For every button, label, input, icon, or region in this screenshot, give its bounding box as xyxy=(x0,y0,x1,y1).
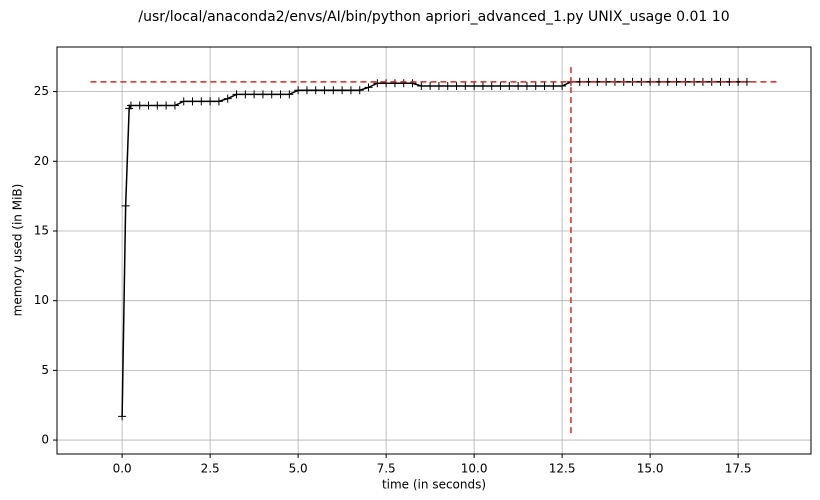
y-tick-label: 25 xyxy=(34,84,49,98)
y-tick-label: 10 xyxy=(34,293,49,307)
data-point xyxy=(364,83,373,92)
data-point xyxy=(311,86,320,95)
data-point xyxy=(214,97,223,106)
data-point xyxy=(302,86,311,95)
data-point xyxy=(294,86,303,95)
data-point xyxy=(276,90,285,99)
data-point xyxy=(461,82,470,91)
x-tick-label: 7.5 xyxy=(377,462,396,476)
plot-frame xyxy=(56,46,812,455)
data-point xyxy=(329,86,338,95)
data-point xyxy=(452,82,461,91)
data-point xyxy=(514,82,523,91)
data-point xyxy=(241,90,250,99)
data-point xyxy=(338,86,347,95)
data-point xyxy=(478,82,487,91)
x-tick-label: 0.0 xyxy=(113,462,132,476)
data-point xyxy=(549,82,558,91)
data-point xyxy=(496,82,505,91)
data-point xyxy=(206,97,215,106)
chart-title: /usr/local/anaconda2/envs/AI/bin/python … xyxy=(138,9,729,25)
data-point xyxy=(417,82,426,91)
data-point xyxy=(346,86,355,95)
data-point xyxy=(434,82,443,91)
data-point xyxy=(531,82,540,91)
x-tick-label: 2.5 xyxy=(201,462,220,476)
data-point xyxy=(118,412,127,421)
data-point xyxy=(399,79,408,88)
data-point xyxy=(126,101,135,110)
x-tick-label: 5.0 xyxy=(289,462,308,476)
data-point xyxy=(487,82,496,91)
data-point xyxy=(408,79,417,88)
data-point xyxy=(188,97,197,106)
data-point xyxy=(197,97,206,106)
data-point xyxy=(355,86,364,95)
data-point xyxy=(153,101,162,110)
data-point xyxy=(373,79,382,88)
data-point xyxy=(505,82,514,91)
data-point xyxy=(170,101,179,110)
y-tick-label: 0 xyxy=(41,433,49,447)
x-tick-label: 12.5 xyxy=(549,462,576,476)
y-tick-label: 5 xyxy=(41,363,49,377)
data-point xyxy=(267,90,276,99)
data-point xyxy=(522,82,531,91)
data-point xyxy=(540,82,549,91)
data-point xyxy=(285,90,294,99)
data-point xyxy=(232,90,241,99)
data-point xyxy=(144,101,153,110)
y-axis-label: memory used (in MiB) xyxy=(11,184,25,317)
y-tick-label: 20 xyxy=(34,154,49,168)
data-point xyxy=(426,82,435,91)
y-tick-label: 15 xyxy=(34,223,49,237)
data-point xyxy=(320,86,329,95)
data-point xyxy=(223,94,232,103)
data-point xyxy=(121,201,130,210)
data-point xyxy=(250,90,259,99)
data-point xyxy=(258,90,267,99)
data-point xyxy=(162,101,171,110)
x-tick-label: 10.0 xyxy=(461,462,488,476)
data-point xyxy=(382,79,391,88)
data-point xyxy=(135,101,144,110)
x-axis-label: time (in seconds) xyxy=(382,478,486,492)
data-point xyxy=(179,97,188,106)
data-point xyxy=(443,82,452,91)
data-point xyxy=(470,82,479,91)
data-point xyxy=(390,79,399,88)
data-point xyxy=(558,82,567,91)
x-tick-label: 17.5 xyxy=(725,462,752,476)
x-tick-label: 15.0 xyxy=(637,462,664,476)
